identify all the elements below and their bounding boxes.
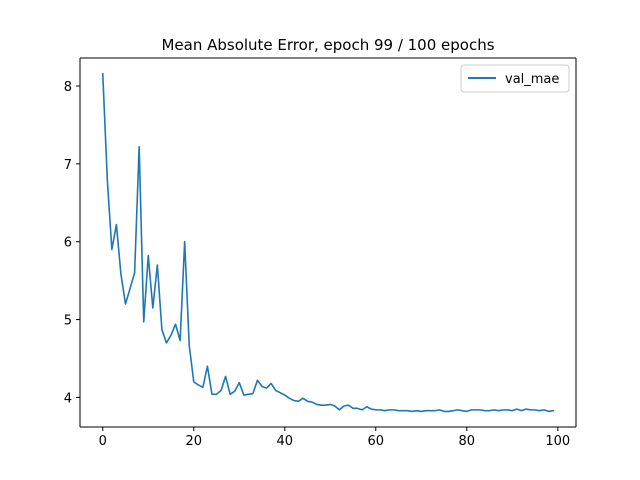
plot-area bbox=[101, 72, 555, 413]
chart-title: Mean Absolute Error, epoch 99 / 100 epoc… bbox=[161, 36, 494, 54]
legend-label-val-mae: val_mae bbox=[505, 72, 559, 87]
axes: 0 20 40 60 80 100 4 5 6 7 8 bbox=[64, 57, 577, 449]
x-tick-label: 80 bbox=[459, 434, 476, 449]
series-line-val-mae bbox=[101, 72, 555, 413]
x-tick-label: 100 bbox=[545, 434, 570, 449]
y-tick-label: 7 bbox=[64, 158, 72, 173]
legend: val_mae bbox=[460, 64, 570, 93]
y-tick-label: 6 bbox=[64, 236, 72, 251]
legend-box bbox=[460, 64, 570, 93]
x-tick-label: 60 bbox=[368, 434, 385, 449]
x-tick-label: 40 bbox=[276, 434, 293, 449]
y-tick-label: 8 bbox=[64, 80, 72, 95]
x-tick-label: 0 bbox=[99, 434, 107, 449]
x-tick-label: 20 bbox=[185, 434, 202, 449]
y-tick-label: 4 bbox=[64, 391, 72, 406]
y-tick-label: 5 bbox=[64, 314, 72, 329]
